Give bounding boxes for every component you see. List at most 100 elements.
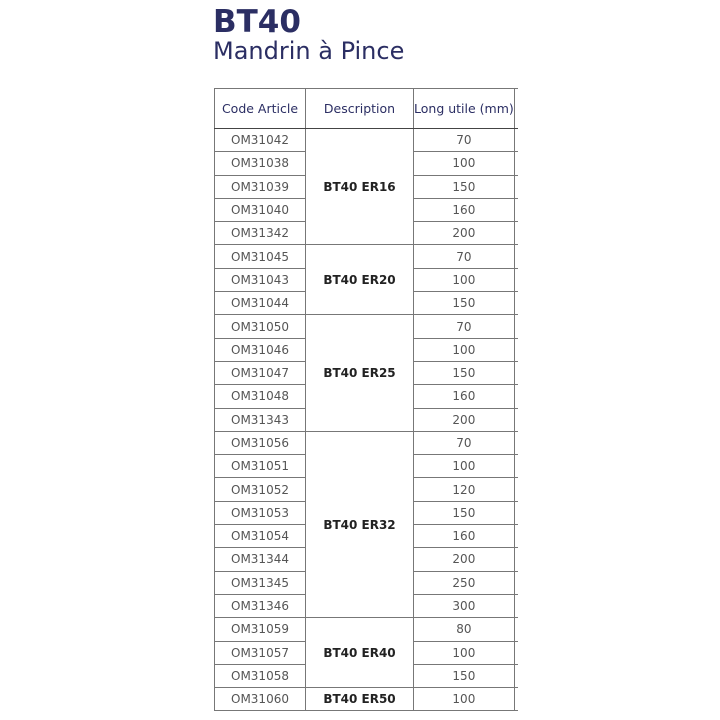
cut-column-cell xyxy=(513,570,519,595)
code-article-cell: OM31043 xyxy=(214,267,306,293)
code-article-cell: OM31039 xyxy=(214,174,306,199)
code-article-cell: OM31060 xyxy=(214,687,306,712)
long-utile-cell: 100 xyxy=(413,687,515,712)
table-row: OM31045 BT40 ER20 70 xyxy=(214,244,519,316)
code-article-cell: OM31046 xyxy=(214,337,306,362)
long-utile-cell: 150 xyxy=(413,360,515,386)
product-title: BT40 xyxy=(213,4,301,40)
cut-column-cell xyxy=(513,524,519,549)
product-subtitle: Mandrin à Pince xyxy=(213,37,405,65)
long-utile-cell: 100 xyxy=(413,151,515,176)
long-utile-cell: 100 xyxy=(413,640,515,665)
long-utile-cell: 200 xyxy=(413,407,515,432)
code-article-cell: OM31052 xyxy=(214,477,306,502)
cut-column-cell xyxy=(513,593,519,619)
code-article-cell: OM31343 xyxy=(214,407,306,432)
code-article-cell: OM31040 xyxy=(214,197,306,223)
code-article-cell: OM31058 xyxy=(214,663,306,689)
cut-column-cell xyxy=(513,547,519,572)
cut-column-cell xyxy=(513,477,519,502)
cut-column-cell xyxy=(513,174,519,199)
cut-column-cell xyxy=(513,687,519,712)
table-row: OM31051 100 xyxy=(214,454,519,479)
table-row: OM31046 100 xyxy=(214,337,519,362)
long-utile-cell: 70 xyxy=(413,430,515,456)
table-row: OM31052 120 xyxy=(214,477,519,502)
long-utile-cell: 150 xyxy=(413,291,515,316)
description-cell: BT40 ER32 xyxy=(305,430,414,619)
header-cut-column xyxy=(513,88,519,129)
cut-column-cell xyxy=(513,640,519,665)
cut-column-cell xyxy=(513,244,519,269)
table-row: OM31044 150 xyxy=(214,291,519,316)
table-row: OM31345 250 xyxy=(214,570,519,595)
cut-column-cell xyxy=(513,151,519,176)
long-utile-cell: 160 xyxy=(413,384,515,409)
long-utile-cell: 200 xyxy=(413,221,515,246)
long-utile-cell: 120 xyxy=(413,477,515,502)
long-utile-cell: 250 xyxy=(413,570,515,595)
long-utile-cell: 150 xyxy=(413,174,515,199)
cut-column-cell xyxy=(513,221,519,246)
code-article-cell: OM31057 xyxy=(214,640,306,665)
cut-column-cell xyxy=(513,267,519,293)
code-article-cell: OM31042 xyxy=(214,127,306,153)
cut-column-cell xyxy=(513,617,519,642)
table-row: OM31042 BT40 ER16 70 xyxy=(214,127,519,246)
long-utile-cell: 70 xyxy=(413,244,515,269)
table-row: OM31056 BT40 ER32 70 xyxy=(214,430,519,619)
cut-column-cell xyxy=(513,663,519,689)
cut-column-cell xyxy=(513,291,519,316)
long-utile-cell: 150 xyxy=(413,500,515,526)
cut-column-cell xyxy=(513,127,519,153)
table-header-row: Code Article Description Long utile (mm) xyxy=(214,88,519,129)
cut-column-cell xyxy=(513,454,519,479)
description-cell: BT40 ER40 xyxy=(305,617,414,689)
code-article-cell: OM31059 xyxy=(214,617,306,642)
header-long-utile: Long utile (mm) xyxy=(413,88,515,129)
code-article-cell: OM31045 xyxy=(214,244,306,269)
cut-column-cell xyxy=(513,500,519,526)
code-article-cell: OM31044 xyxy=(214,291,306,316)
description-cell: BT40 ER16 xyxy=(305,127,414,246)
table-row: OM31059 BT40 ER40 80 xyxy=(214,617,519,689)
cut-column-cell xyxy=(513,407,519,432)
code-article-cell: OM31051 xyxy=(214,454,306,479)
long-utile-cell: 100 xyxy=(413,454,515,479)
product-table: Code Article Description Long utile (mm)… xyxy=(214,88,519,712)
table-row: OM31050 BT40 ER25 70 xyxy=(214,314,519,432)
long-utile-cell: 70 xyxy=(413,127,515,153)
table-row: OM31057 100 xyxy=(214,640,519,665)
description-cell: BT40 ER25 xyxy=(305,314,414,432)
long-utile-cell: 70 xyxy=(413,314,515,339)
long-utile-cell: 150 xyxy=(413,663,515,689)
code-article-cell: OM31038 xyxy=(214,151,306,176)
cut-column-cell xyxy=(513,337,519,362)
code-article-cell: OM31345 xyxy=(214,570,306,595)
table-row: OM31060 BT40 ER50 100 xyxy=(214,687,519,712)
header-code-article: Code Article xyxy=(214,88,306,129)
code-article-cell: OM31047 xyxy=(214,360,306,386)
cut-column-cell xyxy=(513,430,519,456)
code-article-cell: OM31054 xyxy=(214,524,306,549)
long-utile-cell: 80 xyxy=(413,617,515,642)
long-utile-cell: 100 xyxy=(413,337,515,362)
code-article-cell: OM31048 xyxy=(214,384,306,409)
cut-column-cell xyxy=(513,314,519,339)
table-row: OM31039 150 xyxy=(214,174,519,199)
description-cell: BT40 ER50 xyxy=(305,687,414,712)
code-article-cell: OM31346 xyxy=(214,593,306,619)
code-article-cell: OM31342 xyxy=(214,221,306,246)
long-utile-cell: 160 xyxy=(413,524,515,549)
table-row: OM31047 150 xyxy=(214,360,519,386)
header-description: Description xyxy=(305,88,414,129)
code-article-cell: OM31053 xyxy=(214,500,306,526)
cut-column-cell xyxy=(513,360,519,386)
code-article-cell: OM31050 xyxy=(214,314,306,339)
long-utile-cell: 200 xyxy=(413,547,515,572)
long-utile-cell: 300 xyxy=(413,593,515,619)
code-article-cell: OM31056 xyxy=(214,430,306,456)
long-utile-cell: 100 xyxy=(413,267,515,293)
description-cell: BT40 ER20 xyxy=(305,244,414,316)
table-row: OM31053 150 xyxy=(214,500,519,526)
